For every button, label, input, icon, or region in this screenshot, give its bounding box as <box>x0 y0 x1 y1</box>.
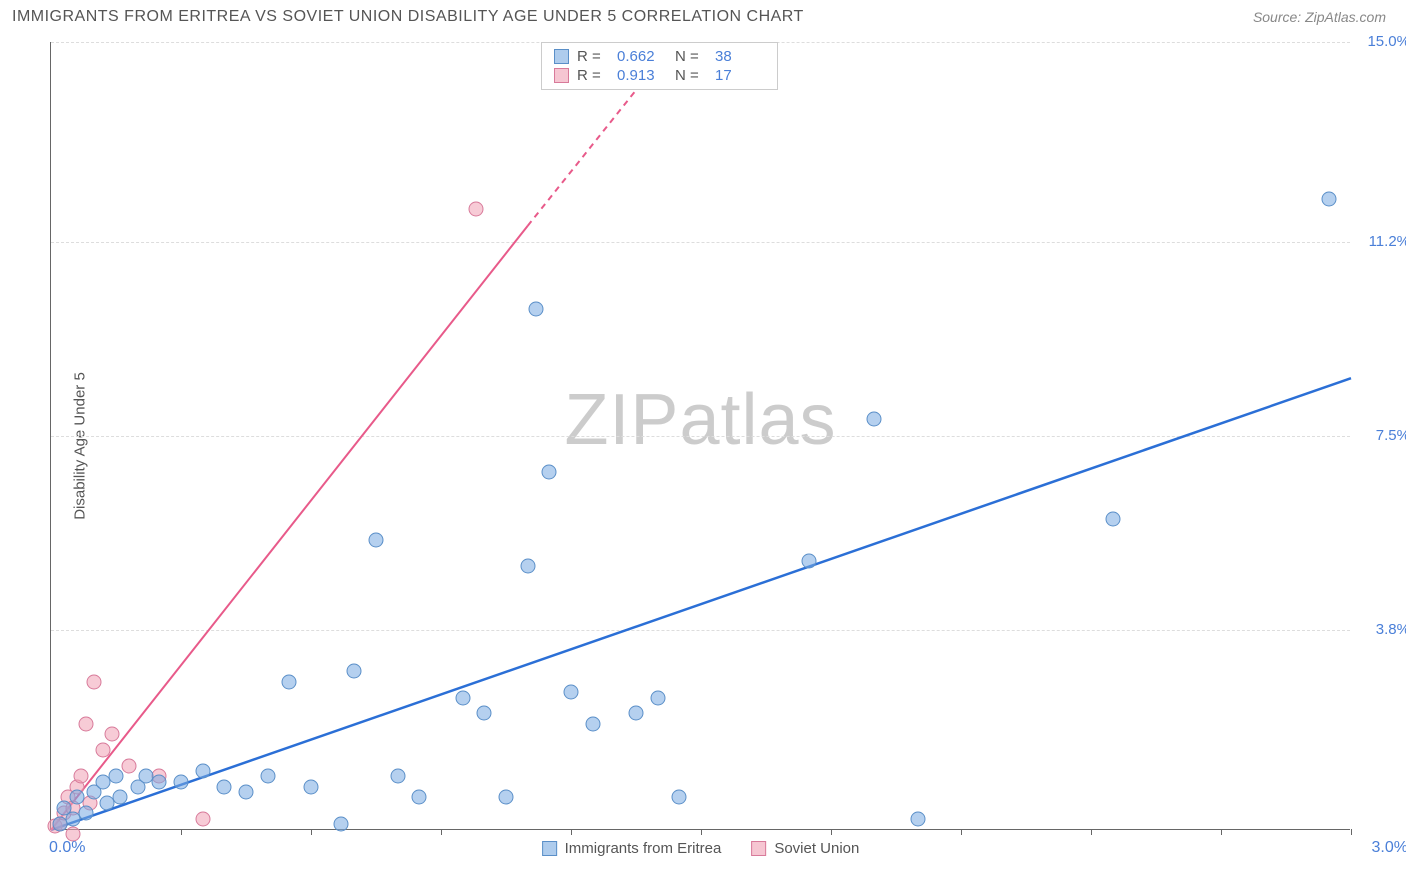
x-tick <box>1351 829 1352 835</box>
x-tick <box>441 829 442 835</box>
data-point <box>174 774 189 789</box>
x-tick <box>181 829 182 835</box>
r-value: 0.913 <box>617 67 667 84</box>
stats-legend-box: R = 0.662 N = 38 R = 0.913 N = 17 <box>541 42 778 90</box>
data-point <box>520 559 535 574</box>
data-point <box>304 779 319 794</box>
bottom-legend: Immigrants from Eritrea Soviet Union <box>542 840 860 857</box>
data-point <box>1105 512 1120 527</box>
source-label: Source: ZipAtlas.com <box>1253 9 1386 25</box>
data-point <box>260 769 275 784</box>
swatch-icon <box>751 841 766 856</box>
data-point <box>104 727 119 742</box>
data-point <box>585 716 600 731</box>
legend-item-eritrea: Immigrants from Eritrea <box>542 840 722 857</box>
n-label: N = <box>675 67 707 84</box>
x-tick <box>1221 829 1222 835</box>
data-point <box>239 785 254 800</box>
data-point <box>282 674 297 689</box>
data-point <box>152 774 167 789</box>
r-label: R = <box>577 67 609 84</box>
stats-row-eritrea: R = 0.662 N = 38 <box>542 47 777 66</box>
data-point <box>910 811 925 826</box>
data-point <box>629 706 644 721</box>
swatch-icon <box>554 68 569 83</box>
data-point <box>564 685 579 700</box>
r-value: 0.662 <box>617 48 667 65</box>
data-point <box>529 301 544 316</box>
data-point <box>334 816 349 831</box>
data-point <box>650 690 665 705</box>
data-point <box>672 790 687 805</box>
y-tick-label: 3.8% <box>1355 621 1406 638</box>
data-point <box>57 801 72 816</box>
r-label: R = <box>577 48 609 65</box>
data-point <box>113 790 128 805</box>
data-point <box>412 790 427 805</box>
x-tick <box>311 829 312 835</box>
x-tick <box>1091 829 1092 835</box>
gridline <box>51 630 1350 631</box>
data-point <box>78 806 93 821</box>
data-point <box>87 674 102 689</box>
data-point <box>455 690 470 705</box>
data-point <box>499 790 514 805</box>
n-label: N = <box>675 48 707 65</box>
chart-title: IMMIGRANTS FROM ERITREA VS SOVIET UNION … <box>12 8 804 26</box>
stats-row-soviet: R = 0.913 N = 17 <box>542 66 777 85</box>
data-point <box>122 758 137 773</box>
n-value: 17 <box>715 67 765 84</box>
x-tick <box>961 829 962 835</box>
swatch-icon <box>554 49 569 64</box>
legend-label: Soviet Union <box>774 840 859 857</box>
data-point <box>542 464 557 479</box>
data-point <box>802 554 817 569</box>
data-point <box>70 790 85 805</box>
y-tick-label: 7.5% <box>1355 427 1406 444</box>
data-point <box>867 412 882 427</box>
x-origin-label: 0.0% <box>49 839 85 857</box>
gridline <box>51 242 1350 243</box>
data-point <box>468 202 483 217</box>
x-tick <box>831 829 832 835</box>
y-tick-label: 15.0% <box>1355 33 1406 50</box>
watermark-text: ZIPatlas <box>564 379 836 461</box>
legend-label: Immigrants from Eritrea <box>565 840 722 857</box>
legend-item-soviet: Soviet Union <box>751 840 859 857</box>
data-point <box>74 769 89 784</box>
swatch-icon <box>542 841 557 856</box>
data-point <box>195 811 210 826</box>
y-tick-label: 11.2% <box>1355 233 1406 250</box>
data-point <box>477 706 492 721</box>
data-point <box>96 743 111 758</box>
x-tick <box>571 829 572 835</box>
data-point <box>217 779 232 794</box>
n-value: 38 <box>715 48 765 65</box>
data-point <box>78 716 93 731</box>
data-point <box>109 769 124 784</box>
gridline <box>51 436 1350 437</box>
data-point <box>347 664 362 679</box>
data-point <box>369 533 384 548</box>
x-max-label: 3.0% <box>1372 839 1406 857</box>
data-point <box>1322 191 1337 206</box>
data-point <box>195 764 210 779</box>
chart-plot-area: ZIPatlas 3.8%7.5%11.2%15.0% R = 0.662 N … <box>50 42 1350 830</box>
data-point <box>390 769 405 784</box>
x-tick <box>701 829 702 835</box>
